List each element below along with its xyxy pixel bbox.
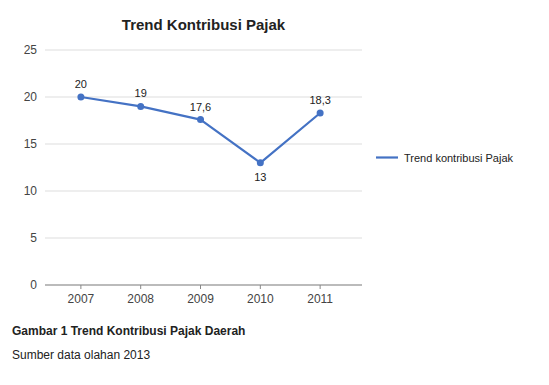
plot-area (77, 94, 323, 167)
x-tick-label: 2007 (68, 292, 95, 306)
caption: Sumber data olahan 2013 (12, 348, 150, 362)
y-tick-label: 5 (30, 231, 37, 245)
grid-line (45, 191, 362, 192)
data-label: 20 (75, 78, 87, 90)
grid-line (45, 238, 362, 239)
grid-line (45, 50, 362, 51)
grid (45, 50, 362, 285)
y-tick-label: 20 (24, 90, 38, 104)
point (257, 159, 264, 166)
x-tick-label: 2010 (247, 292, 274, 306)
legend-label: Trend kontribusi Pajak (404, 152, 514, 164)
grid-line (45, 144, 362, 145)
y-tick-label: 10 (24, 184, 38, 198)
y-tick-label: 15 (24, 137, 38, 151)
x-tick (200, 285, 201, 289)
chart-container: Trend Kontribusi Pajak 0 5 10 15 20 25 2007 2008… (0, 0, 549, 385)
x-tick (140, 285, 141, 289)
point (197, 116, 204, 123)
x-tick-label: 2011 (307, 292, 333, 306)
data-label: 18,3 (309, 94, 330, 106)
point (137, 103, 144, 110)
data-labels: 20 19 17,6 13 18,3 (75, 78, 331, 183)
point (77, 94, 84, 101)
x-tick (260, 285, 261, 289)
data-label: 13 (254, 171, 266, 183)
data-label: 17,6 (190, 101, 211, 113)
data-label: 19 (135, 87, 147, 99)
caption: Gambar 1 Trend Kontribusi Pajak Daerah (12, 324, 245, 338)
x-tick (80, 285, 81, 289)
x-tick-label: 2008 (127, 292, 154, 306)
title: Trend Kontribusi Pajak (122, 16, 286, 33)
grid-line (45, 285, 362, 286)
point (317, 109, 324, 116)
y-tick-label: 0 (30, 278, 37, 292)
line (81, 97, 320, 163)
y-tick-label: 25 (24, 43, 38, 57)
chart: Trend Kontribusi Pajak 0 5 10 15 20 25 2007 2008… (0, 0, 549, 385)
x-axis-line (45, 285, 362, 286)
x-tick (320, 285, 321, 289)
legend-swatch (376, 156, 398, 158)
x-tick-label: 2009 (187, 292, 214, 306)
